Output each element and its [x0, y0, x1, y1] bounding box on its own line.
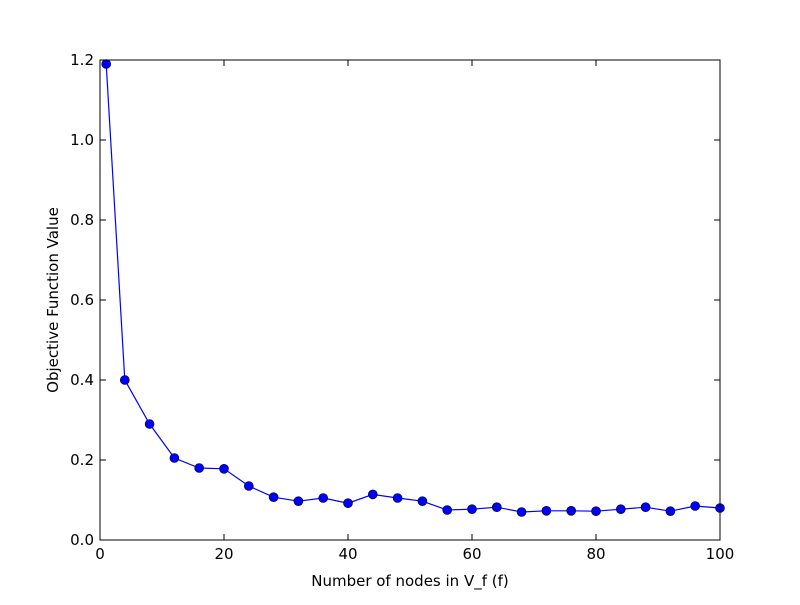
data-point — [566, 505, 577, 516]
data-point — [467, 504, 477, 515]
data-point — [591, 506, 601, 517]
series-line — [105, 63, 721, 513]
y-tick-label: 0.4 — [70, 371, 94, 389]
data-point — [268, 492, 279, 503]
data-point — [244, 481, 254, 491]
data-point — [640, 502, 651, 513]
x-tick-label: 100 — [706, 545, 735, 563]
data-point — [442, 505, 453, 515]
x-tick-label: 80 — [586, 545, 605, 563]
x-tick-label: 0 — [95, 545, 105, 563]
data-point — [392, 493, 403, 503]
y-tick-label: 0.2 — [70, 451, 94, 469]
plot-area-frame — [99, 59, 721, 541]
x-axis-label: Number of nodes in V_f (f) — [311, 572, 509, 591]
series-layer — [101, 59, 725, 517]
data-point — [367, 489, 378, 500]
data-point — [541, 505, 552, 516]
data-point — [219, 463, 229, 474]
data-point — [665, 506, 676, 517]
data-point — [293, 496, 304, 507]
x-tick-label: 20 — [214, 545, 233, 563]
data-point — [343, 498, 353, 509]
data-point — [194, 463, 204, 473]
data-point — [417, 496, 428, 507]
data-point — [101, 59, 111, 69]
data-point — [120, 375, 130, 385]
data-point — [318, 493, 329, 503]
y-tick-label: 0.0 — [70, 531, 94, 549]
y-axis-label: Objective Function Value — [44, 207, 62, 393]
y-tick-label: 0.8 — [70, 211, 94, 229]
data-point — [516, 507, 527, 517]
data-point — [615, 504, 626, 515]
data-point — [491, 502, 502, 513]
y-tick-label: 0.6 — [70, 291, 94, 309]
data-point — [169, 453, 180, 463]
x-tick-label: 40 — [338, 545, 357, 563]
y-tick-label: 1.2 — [70, 51, 94, 69]
data-point — [144, 419, 155, 429]
data-point — [690, 501, 701, 511]
ticks-layer: 0 20 40 60 80 100 0.0 0.2 0.4 0.6 0.8 1.0 1.2 — [70, 51, 734, 563]
y-tick-label: 1.0 — [70, 131, 94, 149]
x-tick-label: 60 — [462, 545, 481, 563]
